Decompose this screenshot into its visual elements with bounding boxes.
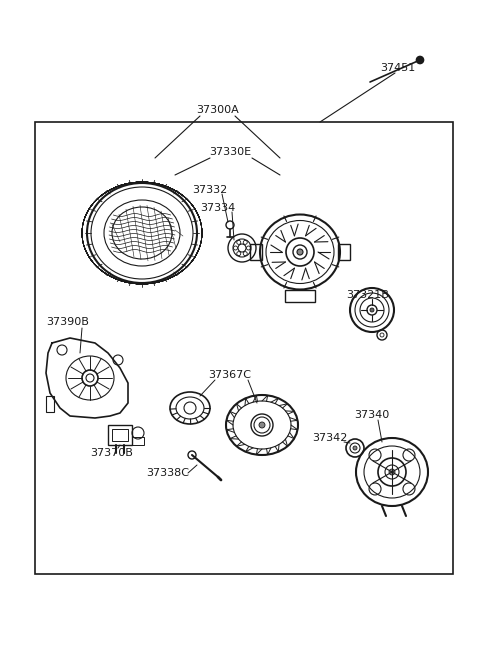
Text: 37338C: 37338C xyxy=(146,468,190,478)
Circle shape xyxy=(389,469,395,475)
Text: 37370B: 37370B xyxy=(91,448,133,458)
Text: 37390B: 37390B xyxy=(47,317,89,327)
Text: 37340: 37340 xyxy=(354,410,390,420)
Bar xyxy=(250,244,262,260)
Text: 37342: 37342 xyxy=(312,433,348,443)
Text: 37451: 37451 xyxy=(380,63,416,73)
Text: 37330E: 37330E xyxy=(209,147,251,157)
Circle shape xyxy=(370,308,374,312)
Bar xyxy=(108,425,132,445)
Circle shape xyxy=(353,446,357,450)
Bar xyxy=(285,290,315,302)
Circle shape xyxy=(297,249,303,255)
Bar xyxy=(112,429,128,441)
Circle shape xyxy=(417,56,423,64)
Circle shape xyxy=(259,422,265,428)
Bar xyxy=(35,122,453,574)
Text: 37300A: 37300A xyxy=(197,105,240,115)
Text: 37367C: 37367C xyxy=(208,370,252,380)
Text: 37321B: 37321B xyxy=(347,290,389,300)
Bar xyxy=(132,437,144,445)
Bar xyxy=(46,396,54,412)
Text: 37334: 37334 xyxy=(200,203,236,213)
Text: 37332: 37332 xyxy=(192,185,228,195)
Bar xyxy=(338,244,350,260)
